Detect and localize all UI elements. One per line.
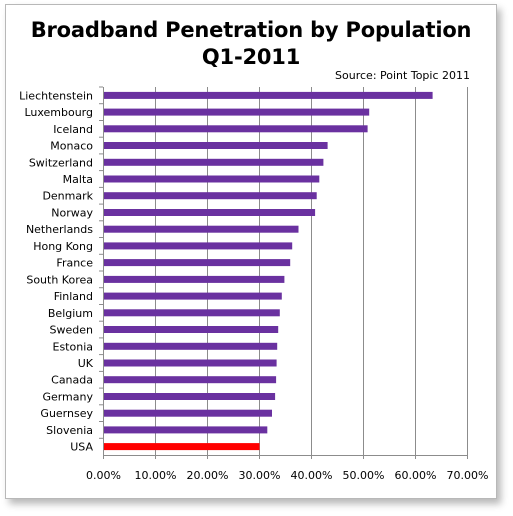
chart-subtitle: Q1-2011 bbox=[201, 45, 301, 69]
x-tick-label: 10.00% bbox=[135, 469, 177, 482]
x-tick-label: 30.00% bbox=[239, 469, 281, 482]
category-label: Belgium bbox=[48, 307, 93, 320]
bar bbox=[104, 359, 277, 367]
category-label: South Korea bbox=[26, 273, 93, 286]
category-label: Finland bbox=[54, 290, 93, 303]
x-tick-label: 20.00% bbox=[187, 469, 229, 482]
bar bbox=[104, 209, 316, 216]
bar bbox=[104, 426, 268, 434]
category-label: Luxembourg bbox=[24, 106, 93, 119]
x-tick-label: 0.00% bbox=[86, 469, 121, 482]
x-tick-label: 70.00% bbox=[447, 469, 489, 482]
category-label: Sweden bbox=[50, 324, 93, 337]
bar bbox=[104, 309, 280, 317]
bar bbox=[104, 158, 324, 166]
category-label: Canada bbox=[51, 374, 93, 387]
category-label: Slovenia bbox=[46, 424, 93, 437]
bar-highlighted bbox=[104, 443, 260, 451]
bar bbox=[104, 275, 285, 283]
x-tick-label: 40.00% bbox=[291, 469, 333, 482]
bar bbox=[104, 192, 317, 200]
category-label: Hong Kong bbox=[33, 240, 93, 253]
category-labels: Liechtenstein Luxembourg Iceland Monaco Swit… bbox=[19, 89, 94, 453]
category-label: France bbox=[56, 257, 93, 270]
bars bbox=[104, 91, 433, 451]
category-label: Liechtenstein bbox=[19, 89, 93, 102]
category-label: Estonia bbox=[53, 340, 94, 353]
category-label: USA bbox=[70, 441, 93, 454]
bar bbox=[104, 242, 293, 250]
bar bbox=[104, 91, 433, 99]
bar bbox=[104, 175, 320, 183]
category-label: Germany bbox=[42, 391, 93, 404]
bar bbox=[104, 393, 276, 400]
category-label: Denmark bbox=[42, 190, 93, 203]
category-label: Iceland bbox=[53, 123, 93, 136]
category-label: Guernsey bbox=[40, 407, 93, 420]
x-tick-labels: 0.00% 10.00% 20.00% 30.00% 40.00% 50.00% 60.00… bbox=[86, 469, 488, 482]
chart-source: Source: Point Topic 2011 bbox=[335, 69, 470, 82]
bar bbox=[104, 142, 328, 149]
bar bbox=[104, 409, 272, 417]
bar bbox=[104, 342, 278, 350]
chart-title-block: Broadband Penetration by Population Q1-2… bbox=[6, 17, 496, 71]
category-label: Switzerland bbox=[29, 156, 93, 169]
x-tick-label: 50.00% bbox=[343, 469, 385, 482]
axes bbox=[99, 86, 468, 459]
category-label: Norway bbox=[51, 207, 93, 220]
bar bbox=[104, 376, 277, 384]
x-tick-label: 60.00% bbox=[395, 469, 437, 482]
bar bbox=[104, 326, 279, 333]
category-label: Malta bbox=[63, 173, 93, 186]
bar bbox=[104, 259, 291, 267]
chart-title: Broadband Penetration by Population bbox=[30, 18, 472, 42]
category-label: Netherlands bbox=[26, 223, 93, 236]
bar bbox=[104, 225, 299, 233]
bar bbox=[104, 292, 282, 300]
category-label: UK bbox=[78, 357, 94, 370]
category-label: Monaco bbox=[50, 140, 93, 153]
bar bbox=[104, 108, 370, 116]
bar bbox=[104, 125, 368, 133]
